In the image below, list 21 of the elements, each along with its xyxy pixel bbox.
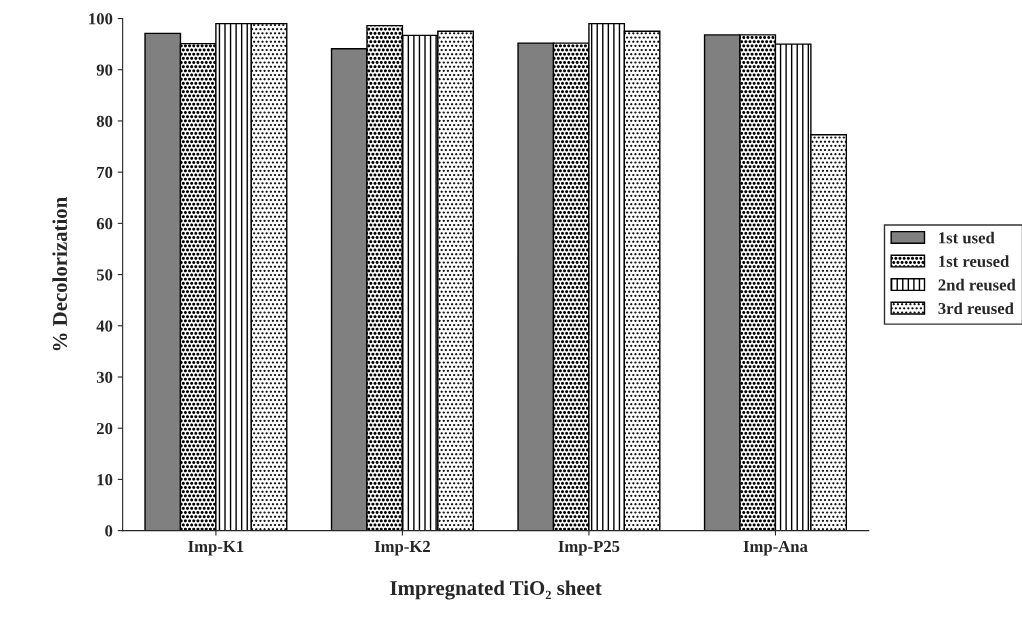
y-tick-label: 80 [96,115,113,127]
y-tick-label: 60 [96,218,113,230]
x-tick-label: Imp-P25 [558,540,620,556]
legend-label: 1st reused [939,255,1010,268]
y-tick-label: 30 [96,371,113,383]
y-tick-label: 10 [97,474,113,486]
x-tick-label: Imp-Ana [743,540,808,556]
y-tick-label: 0 [105,525,113,537]
y-tick-label: 100 [89,13,113,25]
y-axis-title: % Decolorization [52,197,68,351]
x-tick-label: Imp-K1 [188,540,244,556]
legend-label: 2nd reused [938,278,1016,291]
y-tick-label: 40 [96,320,113,332]
y-tick-label: 50 [96,269,113,281]
y-tick-label: 20 [96,422,113,435]
legend-label: 1st used [939,231,995,244]
x-tick-label: Imp-K2 [374,540,430,556]
y-tick-label: 70 [97,166,113,179]
legend-label: 3rd reused [938,302,1014,315]
x-axis-title: Impregnated TiO₂ sheet [390,580,602,600]
y-tick-label: 90 [96,64,113,76]
